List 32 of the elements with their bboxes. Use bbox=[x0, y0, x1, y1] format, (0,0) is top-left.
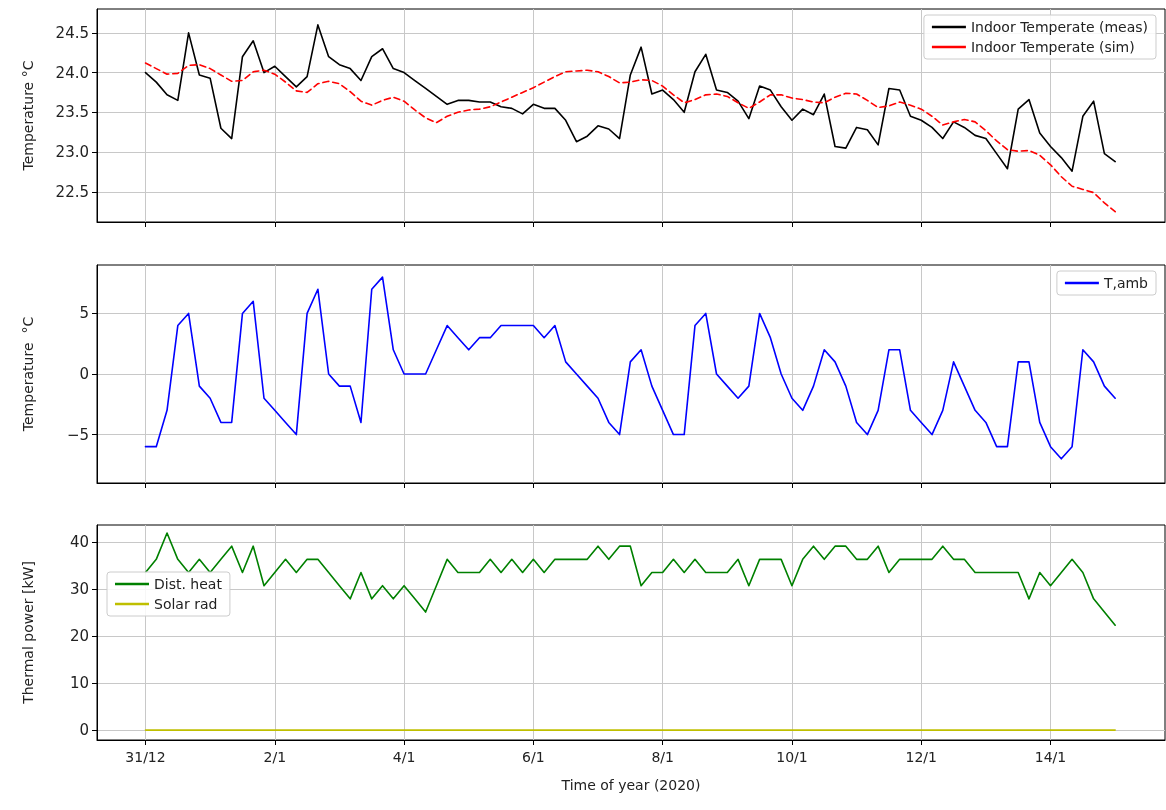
x-tick-label: 2/1 bbox=[263, 749, 287, 765]
x-tick-label: 12/1 bbox=[905, 749, 937, 765]
y-tick-label: −5 bbox=[66, 425, 89, 444]
y-tick-label: 0 bbox=[79, 365, 89, 383]
y-tick-label: 23.0 bbox=[55, 143, 89, 162]
x-tick-label: 31/12 bbox=[125, 749, 166, 765]
legend-label: T,amb bbox=[1102, 275, 1149, 291]
x-tick-label: 14/1 bbox=[1034, 749, 1067, 765]
y-axis-title: Temperature °C bbox=[20, 60, 36, 172]
y-tick-label: 22.5 bbox=[55, 182, 89, 201]
y-tick-label: 40 bbox=[69, 532, 89, 551]
line-series bbox=[144, 532, 1116, 627]
legend-label: Indoor Temperate (sim) bbox=[970, 39, 1135, 55]
y-tick-label: 24.0 bbox=[55, 63, 89, 82]
line-series bbox=[144, 62, 1116, 213]
x-tick-label: 4/1 bbox=[392, 749, 416, 765]
y-tick-label: 10 bbox=[69, 674, 89, 693]
y-tick-label: 23.5 bbox=[55, 103, 89, 122]
y-tick-label: 5 bbox=[79, 304, 89, 323]
y-tick-label: 0 bbox=[79, 721, 89, 740]
legend-label: Indoor Temperate (meas) bbox=[970, 19, 1149, 35]
y-tick-label: 24.5 bbox=[55, 23, 89, 42]
y-tick-label: 20 bbox=[69, 627, 89, 646]
y-tick-label: 30 bbox=[69, 579, 89, 598]
x-tick-label: 8/1 bbox=[651, 749, 674, 765]
x-tick-label: 6/1 bbox=[522, 749, 545, 765]
legend-label: Solar rad bbox=[154, 596, 218, 612]
legend-label: Dist. heat bbox=[154, 576, 223, 592]
y-axis-title: Temperature °C bbox=[20, 316, 36, 433]
y-axis-title: Thermal power [kW] bbox=[20, 561, 36, 705]
x-axis-title: Time of year (2020) bbox=[560, 777, 701, 793]
x-tick-label: 10/1 bbox=[776, 749, 808, 765]
